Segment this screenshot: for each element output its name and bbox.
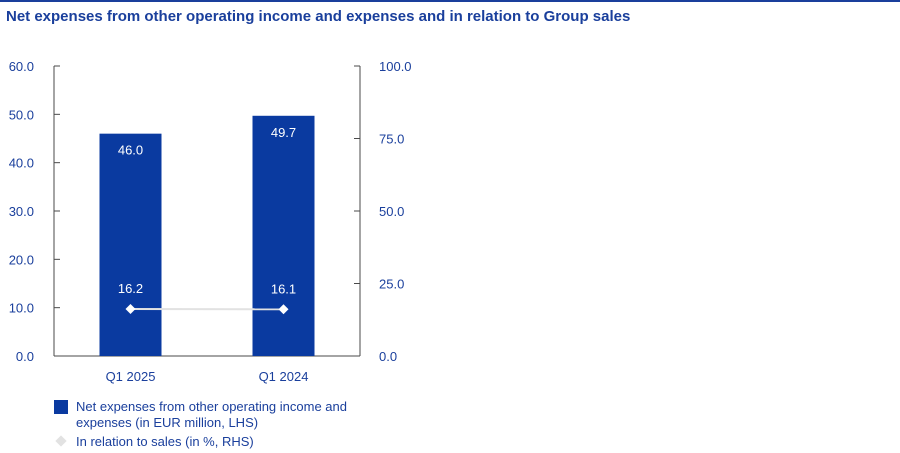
- right-axis-tick-label: 100.0: [379, 59, 412, 74]
- legend-bar-swatch: [54, 400, 68, 414]
- legend-item-bar: Net expenses from other operating income…: [54, 399, 396, 431]
- ratio-value-label: 16.2: [118, 281, 143, 296]
- left-axis-tick-label: 20.0: [9, 252, 34, 267]
- ratio-value-label: 16.1: [271, 281, 296, 296]
- left-axis-tick-label: 0.0: [16, 349, 34, 364]
- bar-value-label: 46.0: [118, 143, 143, 158]
- right-axis-tick-label: 0.0: [379, 349, 397, 364]
- right-axis-tick-label: 75.0: [379, 132, 404, 147]
- x-axis-category-label: Q1 2025: [106, 369, 156, 384]
- legend-item-line: In relation to sales (in %, RHS): [54, 434, 396, 450]
- diamond-marker-icon: [55, 435, 66, 446]
- left-axis-tick-label: 30.0: [9, 204, 34, 219]
- bar-1: [100, 134, 162, 356]
- x-axis-category-label: Q1 2024: [259, 369, 309, 384]
- left-axis-tick-label: 50.0: [9, 107, 34, 122]
- legend: Net expenses from other operating income…: [54, 399, 396, 453]
- left-axis-tick-label: 10.0: [9, 301, 34, 316]
- right-axis-tick-label: 50.0: [379, 204, 404, 219]
- right-axis-tick-label: 25.0: [379, 277, 404, 292]
- left-axis-tick-label: 60.0: [9, 59, 34, 74]
- legend-line-swatch: [54, 434, 68, 448]
- legend-line-label: In relation to sales (in %, RHS): [76, 434, 396, 450]
- left-axis-tick-label: 40.0: [9, 156, 34, 171]
- bar-2: [253, 116, 315, 356]
- bar-value-label: 49.7: [271, 125, 296, 140]
- legend-bar-label: Net expenses from other operating income…: [76, 399, 396, 431]
